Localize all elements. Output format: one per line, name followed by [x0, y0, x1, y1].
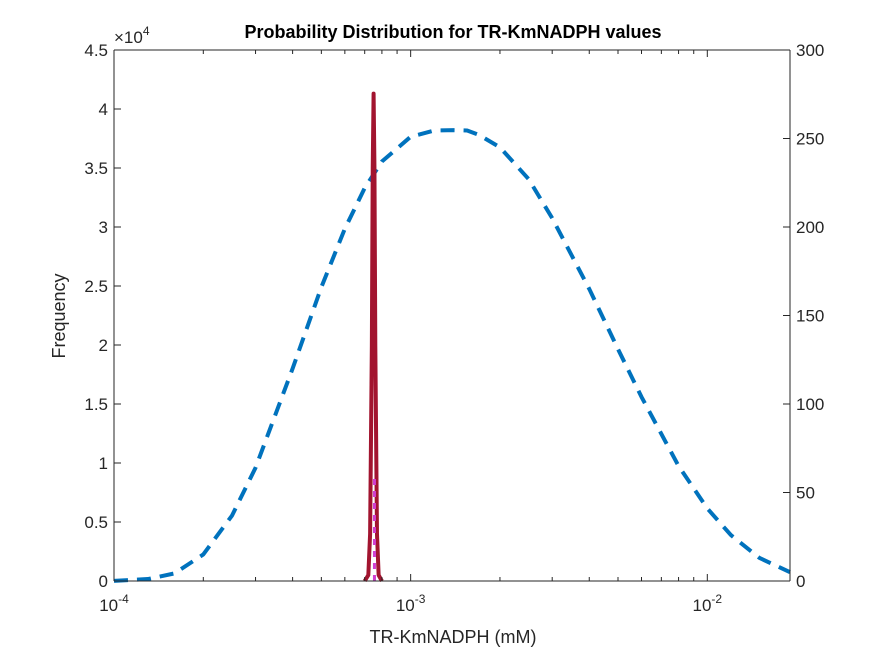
left-tick-label: 0: [99, 572, 108, 591]
left-tick-label: 1.5: [84, 395, 108, 414]
right-tick-label: 250: [796, 130, 824, 149]
right-tick-label: 200: [796, 218, 824, 237]
left-tick-label: 4: [99, 100, 108, 119]
exponent-power: 4: [143, 24, 150, 38]
right-tick-label: 300: [796, 41, 824, 60]
right-tick-label: 50: [796, 484, 815, 503]
series-layer: [113, 91, 791, 583]
plot-background: [114, 50, 790, 581]
x-axis-label: TR-KmNADPH (mM): [370, 627, 537, 647]
tick-layer: 0 0.5 1 1.5 2 2.5 3 3.5 4 4.5 0 50 100 150 200 250 300 10…: [84, 41, 824, 615]
series-line-2: [362, 91, 384, 583]
right-tick-label: 0: [796, 572, 805, 591]
x-tick-label: 10-2: [693, 592, 723, 615]
left-tick-label: 3: [99, 218, 108, 237]
right-tick-label: 100: [796, 395, 824, 414]
left-tick-label: 0.5: [84, 513, 108, 532]
exponent-base: ×10: [114, 28, 143, 47]
left-tick-label: 4.5: [84, 41, 108, 60]
left-tick-label: 1: [99, 454, 108, 473]
left-tick-label: 2: [99, 336, 108, 355]
x-tick-label: 10-4: [99, 592, 129, 615]
plot-area: [114, 50, 790, 581]
svg-text:×104: ×104: [114, 24, 150, 47]
left-tick-label: 3.5: [84, 159, 108, 178]
chart-title: Probability Distribution for TR-KmNADPH …: [244, 22, 661, 42]
left-tick-label: 2.5: [84, 277, 108, 296]
x-tick-label: 10-3: [396, 592, 426, 615]
series-line-1: [113, 128, 791, 583]
left-exponent-label: ×104: [114, 24, 150, 47]
right-tick-label: 150: [796, 307, 824, 326]
y-axis-label: Frequency: [49, 273, 69, 358]
